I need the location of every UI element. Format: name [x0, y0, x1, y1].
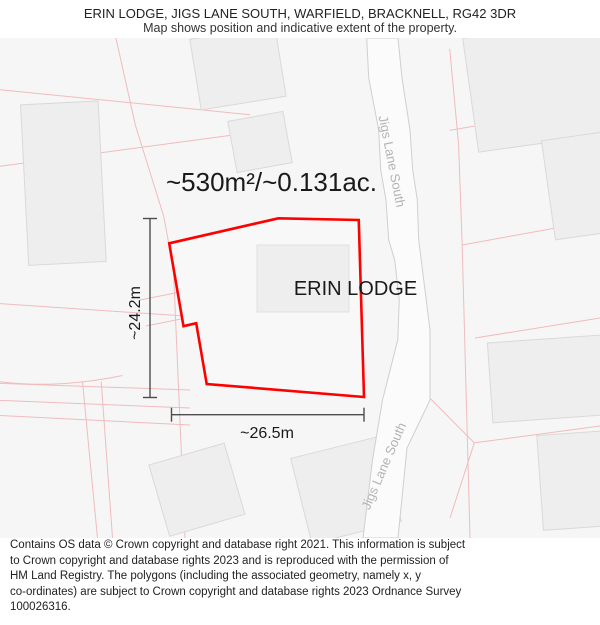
svg-text:~26.5m: ~26.5m [240, 425, 294, 442]
svg-text:~24.2m: ~24.2m [127, 286, 144, 340]
svg-text:~530m²/~0.131ac.: ~530m²/~0.131ac. [166, 167, 377, 197]
svg-text:ERIN LODGE: ERIN LODGE [294, 278, 417, 300]
